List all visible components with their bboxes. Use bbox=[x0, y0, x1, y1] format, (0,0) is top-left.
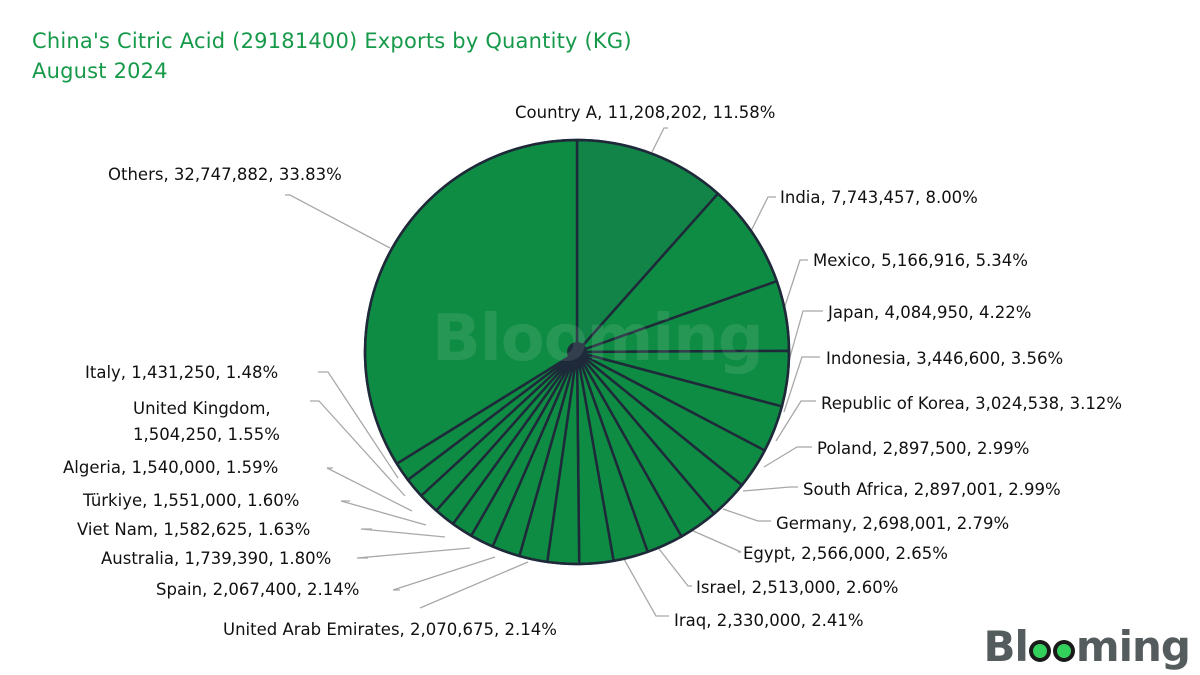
slice-label: Egypt, 2,566,000, 2.65% bbox=[743, 544, 948, 563]
slice-label: Mexico, 5,166,916, 5.34% bbox=[813, 251, 1028, 270]
leader-line bbox=[784, 259, 808, 307]
pie-center bbox=[567, 342, 587, 362]
leader-line bbox=[655, 544, 692, 587]
leader-line bbox=[722, 508, 771, 522]
leader-line bbox=[651, 127, 668, 153]
chart-title: China's Citric Acid (29181400) Exports b… bbox=[32, 26, 632, 86]
slice-label: Algeria, 1,540,000, 1.59% bbox=[63, 458, 279, 477]
slice-label: Poland, 2,897,500, 2.99% bbox=[817, 439, 1030, 458]
slice-label: Country A, 11,208,202, 11.58% bbox=[515, 103, 776, 122]
slice-label: Australia, 1,739,390, 1.80% bbox=[101, 549, 332, 568]
leader-line bbox=[285, 194, 391, 249]
slice-label: 1,504,250, 1.55% bbox=[133, 425, 280, 444]
slice-label: Türkiye, 1,551,000, 1.60% bbox=[83, 491, 300, 510]
pie-outline bbox=[363, 138, 791, 566]
leader-line bbox=[619, 551, 669, 617]
leader-line bbox=[360, 528, 446, 538]
leader-line bbox=[763, 446, 812, 468]
leader-line bbox=[775, 400, 816, 442]
leader-line bbox=[318, 371, 399, 479]
leader-line bbox=[783, 356, 820, 413]
leader-line bbox=[310, 400, 406, 497]
slice-label: Japan, 4,084,950, 4.22% bbox=[828, 303, 1032, 322]
slice-label: Italy, 1,431,250, 1.48% bbox=[85, 363, 279, 382]
leader-line bbox=[419, 561, 529, 609]
leader-line bbox=[749, 196, 776, 234]
leader-lines bbox=[285, 127, 823, 617]
slice-label: Iraq, 2,330,000, 2.41% bbox=[674, 611, 864, 630]
blooming-logo: Bl ming bbox=[983, 622, 1191, 671]
slice-label: Indonesia, 3,446,600, 3.56% bbox=[826, 349, 1064, 368]
slice-label: South Africa, 2,897,001, 2.99% bbox=[803, 480, 1061, 499]
slice-label: United Kingdom, bbox=[133, 399, 271, 418]
chart-title-line2: August 2024 bbox=[32, 59, 168, 83]
logo-eye-icon bbox=[1028, 640, 1051, 662]
slice-label: United Arab Emirates, 2,070,675, 2.14% bbox=[223, 620, 557, 639]
slice-label: Spain, 2,067,400, 2.14% bbox=[156, 580, 360, 599]
slice-label: Israel, 2,513,000, 2.60% bbox=[696, 578, 899, 597]
leader-line bbox=[742, 486, 798, 492]
slice-label: Others, 32,747,882, 33.83% bbox=[108, 165, 342, 184]
leader-line bbox=[785, 310, 823, 372]
leader-line bbox=[690, 529, 742, 553]
slice-label: India, 7,743,457, 8.00% bbox=[780, 188, 978, 207]
leader-line bbox=[340, 500, 427, 526]
leader-line bbox=[356, 547, 471, 559]
slice-label: Republic of Korea, 3,024,538, 3.12% bbox=[821, 394, 1123, 413]
leader-line bbox=[392, 556, 496, 591]
logo-eye-icon bbox=[1052, 640, 1075, 662]
chart-title-line1: China's Citric Acid (29181400) Exports b… bbox=[32, 29, 632, 53]
leader-line bbox=[326, 467, 413, 512]
pie-slices bbox=[363, 138, 791, 566]
slice-label: Viet Nam, 1,582,625, 1.63% bbox=[77, 520, 311, 539]
slice-label: Germany, 2,698,001, 2.79% bbox=[776, 514, 1010, 533]
